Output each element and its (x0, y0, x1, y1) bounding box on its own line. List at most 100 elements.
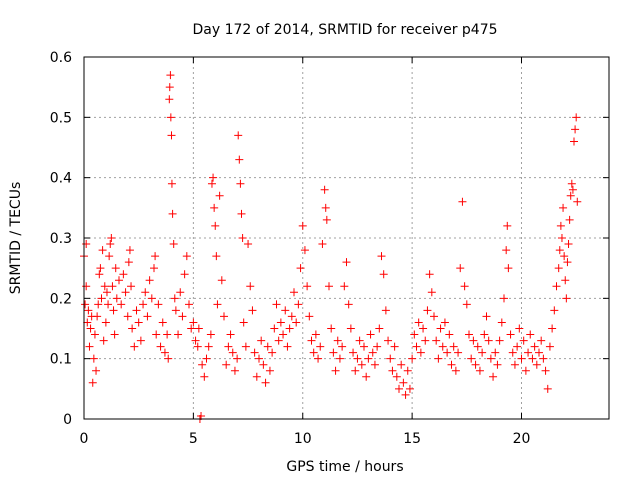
data-point (311, 330, 320, 339)
data-point (557, 234, 566, 242)
data-point (182, 252, 191, 261)
data-point (572, 113, 581, 122)
data-point (554, 264, 563, 273)
y-tick-label: 0.2 (50, 291, 72, 307)
data-point (335, 354, 344, 363)
data-point (158, 318, 167, 327)
data-point (237, 209, 246, 218)
data-point (194, 324, 203, 333)
data-point (556, 221, 565, 230)
data-point (395, 384, 403, 393)
data-point (130, 342, 139, 351)
data-point (136, 336, 145, 345)
data-point (112, 294, 121, 303)
data-point (360, 342, 368, 351)
data-point (276, 318, 285, 327)
data-point (156, 342, 165, 351)
data-point (532, 360, 541, 369)
data-point (259, 360, 268, 369)
data-point (109, 306, 118, 315)
data-point (497, 318, 506, 327)
data-point (139, 300, 148, 309)
data-point (503, 221, 512, 230)
data-point (397, 360, 406, 369)
data-point (321, 203, 330, 212)
data-point (213, 300, 222, 309)
data-point (93, 312, 102, 321)
data-point (517, 354, 526, 363)
data-point (281, 306, 290, 315)
data-point (296, 264, 305, 273)
data-point (228, 348, 237, 357)
data-point (403, 366, 412, 375)
data-point (552, 282, 561, 291)
data-point (204, 342, 213, 351)
data-point (263, 342, 272, 351)
data-point (189, 318, 198, 327)
data-point (198, 360, 207, 369)
data-point (244, 240, 253, 249)
data-point (399, 378, 408, 387)
data-point (248, 306, 257, 315)
data-point (96, 264, 105, 273)
data-point (94, 300, 103, 309)
data-point (294, 300, 303, 309)
data-point (480, 330, 489, 339)
data-point (537, 336, 546, 345)
data-point (246, 282, 255, 291)
data-point (462, 300, 471, 309)
data-point (349, 348, 358, 357)
data-point (169, 240, 178, 249)
y-tick-label: 0.3 (50, 231, 72, 247)
data-point (559, 203, 568, 212)
data-point (370, 360, 379, 369)
data-point (121, 288, 130, 297)
data-point (300, 246, 309, 255)
data-point (210, 203, 219, 212)
data-point (170, 294, 179, 303)
data-point (236, 179, 245, 188)
data-point (255, 354, 263, 363)
data-point (272, 300, 281, 309)
data-point (217, 276, 226, 285)
data-point (530, 342, 539, 351)
data-point (207, 179, 216, 188)
data-point (449, 342, 458, 351)
data-point (290, 288, 298, 297)
data-point (209, 173, 218, 182)
data-point (298, 221, 307, 230)
data-point (510, 360, 519, 369)
data-point (101, 318, 110, 327)
data-point (292, 318, 301, 327)
data-point (119, 270, 128, 279)
x-axis-label: GPS time / hours (286, 459, 403, 475)
data-point (473, 342, 482, 351)
data-point (438, 342, 447, 351)
data-point (563, 258, 572, 267)
data-point (180, 270, 189, 279)
data-point (287, 312, 296, 321)
data-point (193, 342, 202, 351)
data-point (414, 318, 423, 327)
data-point (178, 312, 187, 321)
data-point (134, 318, 143, 327)
x-tick-label: 5 (189, 431, 198, 447)
data-point (206, 330, 215, 339)
data-point (241, 342, 250, 351)
data-point (166, 71, 175, 80)
data-point (268, 348, 277, 357)
data-point (535, 348, 543, 357)
data-point (482, 312, 491, 321)
data-point (163, 330, 172, 339)
data-point (342, 258, 351, 267)
data-point (239, 318, 248, 327)
data-point (90, 330, 99, 339)
data-point (513, 342, 522, 351)
data-point (329, 348, 338, 357)
data-point (562, 294, 571, 303)
data-point (412, 342, 421, 351)
data-point (164, 354, 173, 363)
data-point (176, 288, 185, 297)
data-point (124, 258, 133, 267)
data-point (185, 300, 193, 309)
